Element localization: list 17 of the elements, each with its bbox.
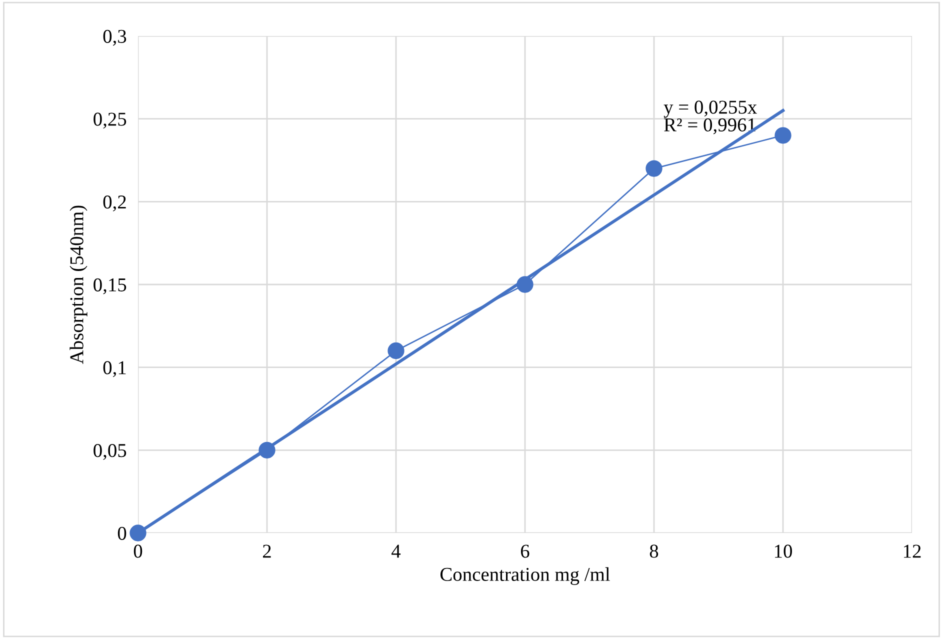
x-tick-label: 12 (904, 544, 921, 558)
x-axis-title: Concentration mg /ml (440, 567, 610, 585)
y-tick-label: 0,1 (103, 361, 126, 378)
y-tick-label: 0,05 (94, 444, 126, 460)
y-tick-label: 0,2 (103, 195, 126, 212)
y-tick-label: 0,3 (103, 30, 126, 46)
y-axis-title: Absorption (540nm) (70, 206, 88, 364)
x-tick-label: 10 (774, 544, 792, 558)
x-tick-label: 4 (392, 544, 401, 558)
y-tick-label: 0,25 (94, 112, 126, 129)
x-tick-label: 6 (520, 544, 530, 558)
annotation: y = 0,0255x R² = 0,9961 (664, 100, 757, 134)
y-tick-label: 0,15 (94, 278, 126, 294)
x-tick-label: 0 (134, 544, 142, 558)
x-tick-label: 8 (650, 544, 658, 558)
y-tick-label: 0 (118, 526, 126, 540)
x-tick-label: 2 (262, 544, 271, 558)
